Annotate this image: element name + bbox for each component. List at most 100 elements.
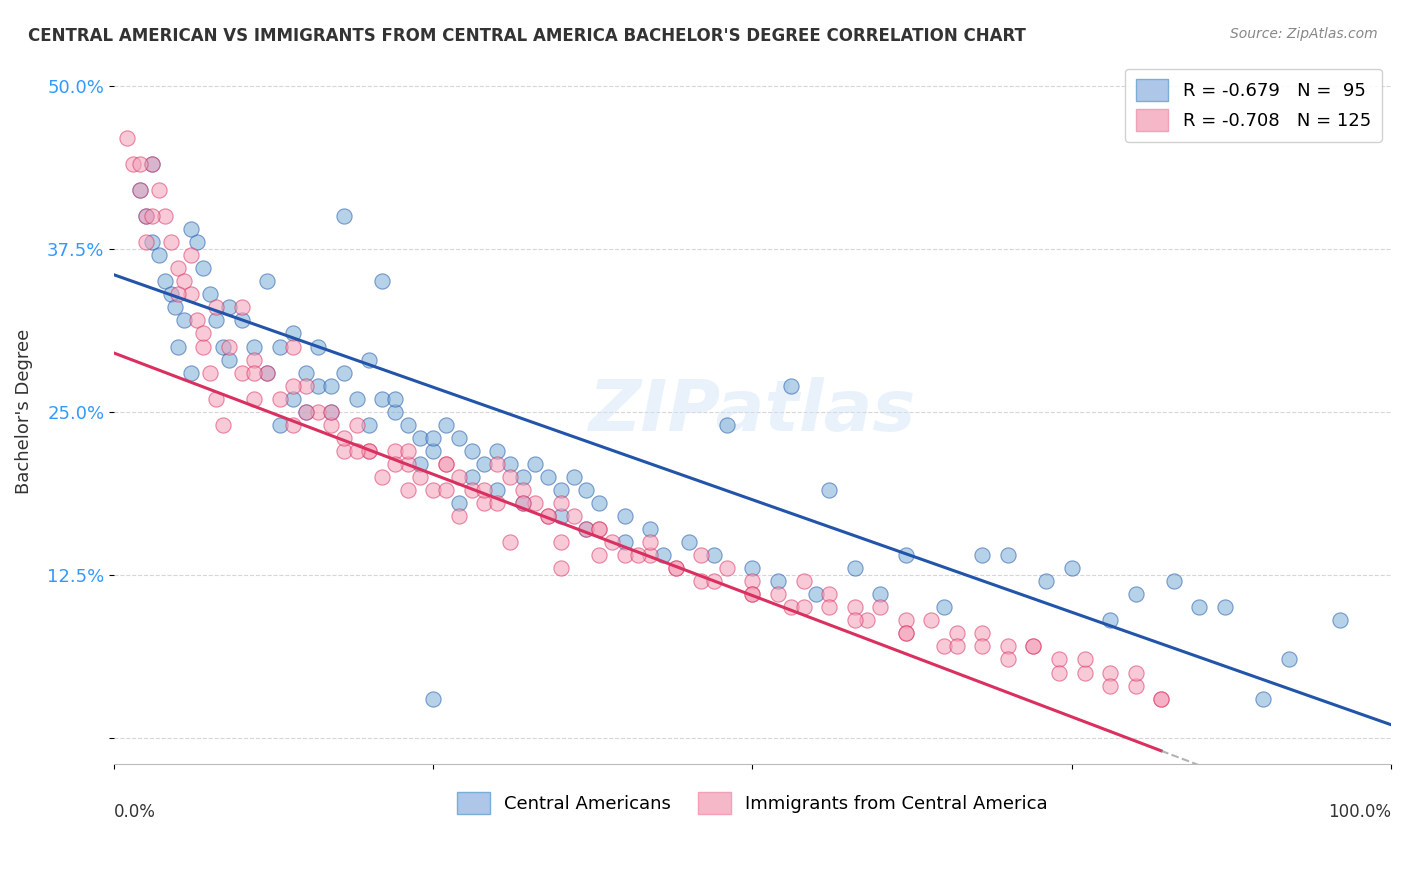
Point [269,392,291,406]
Point [1278,652,1301,666]
Point [741,561,763,575]
Point [1150,691,1173,706]
Point [640,548,662,562]
Point [793,600,815,615]
Point [333,209,356,223]
Point [359,443,381,458]
Point [166,339,188,353]
Point [447,509,470,524]
Point [844,561,866,575]
Point [741,587,763,601]
Point [153,274,176,288]
Point [844,600,866,615]
Point [512,496,534,510]
Point [779,378,801,392]
Point [166,287,188,301]
Point [371,274,394,288]
Point [1022,640,1045,654]
Point [779,600,801,615]
Point [946,640,969,654]
Point [186,313,208,327]
Point [173,274,195,288]
Point [499,535,522,549]
Point [319,405,342,419]
Point [972,640,994,654]
Point [690,548,713,562]
Point [665,561,688,575]
Point [932,600,955,615]
Point [434,457,457,471]
Point [434,417,457,432]
Point [894,613,917,627]
Point [422,443,444,458]
Point [422,691,444,706]
Point [588,496,610,510]
Point [472,496,495,510]
Point [856,613,879,627]
Point [231,313,253,327]
Point [997,640,1019,654]
Point [218,339,240,353]
Point [359,417,381,432]
Point [460,470,482,484]
Point [409,457,432,471]
Point [613,535,636,549]
Point [434,483,457,497]
Point [122,157,145,171]
Point [269,417,291,432]
Point [128,157,150,171]
Point [486,457,509,471]
Point [575,522,598,536]
Point [422,483,444,497]
Point [198,366,221,380]
Point [281,339,304,353]
Point [319,405,342,419]
Point [294,405,316,419]
Point [160,235,183,249]
Point [806,587,828,601]
Y-axis label: Bachelor's Degree: Bachelor's Degree [15,329,32,494]
Point [243,339,266,353]
Point [1022,640,1045,654]
Point [180,366,202,380]
Point [1099,613,1122,627]
Point [384,443,406,458]
Point [1099,665,1122,680]
Point [409,431,432,445]
Point [115,131,138,145]
Point [472,483,495,497]
Point [180,222,202,236]
Point [205,392,228,406]
Point [524,457,547,471]
Point [613,509,636,524]
Point [319,378,342,392]
Point [1150,691,1173,706]
Text: 100.0%: 100.0% [1329,803,1391,821]
Point [1099,679,1122,693]
Point [703,574,725,589]
Point [333,431,356,445]
Point [793,574,815,589]
Point [869,587,891,601]
Point [741,574,763,589]
Point [180,248,202,262]
Point [211,339,233,353]
Point [359,443,381,458]
Point [307,405,329,419]
Point [218,352,240,367]
Point [319,417,342,432]
Point [447,431,470,445]
Point [844,613,866,627]
Point [894,626,917,640]
Point [703,548,725,562]
Point [346,417,368,432]
Point [499,470,522,484]
Point [307,339,329,353]
Point [678,535,700,549]
Point [1047,652,1070,666]
Point [1163,574,1185,589]
Point [537,509,560,524]
Point [269,339,291,353]
Point [588,548,610,562]
Point [186,235,208,249]
